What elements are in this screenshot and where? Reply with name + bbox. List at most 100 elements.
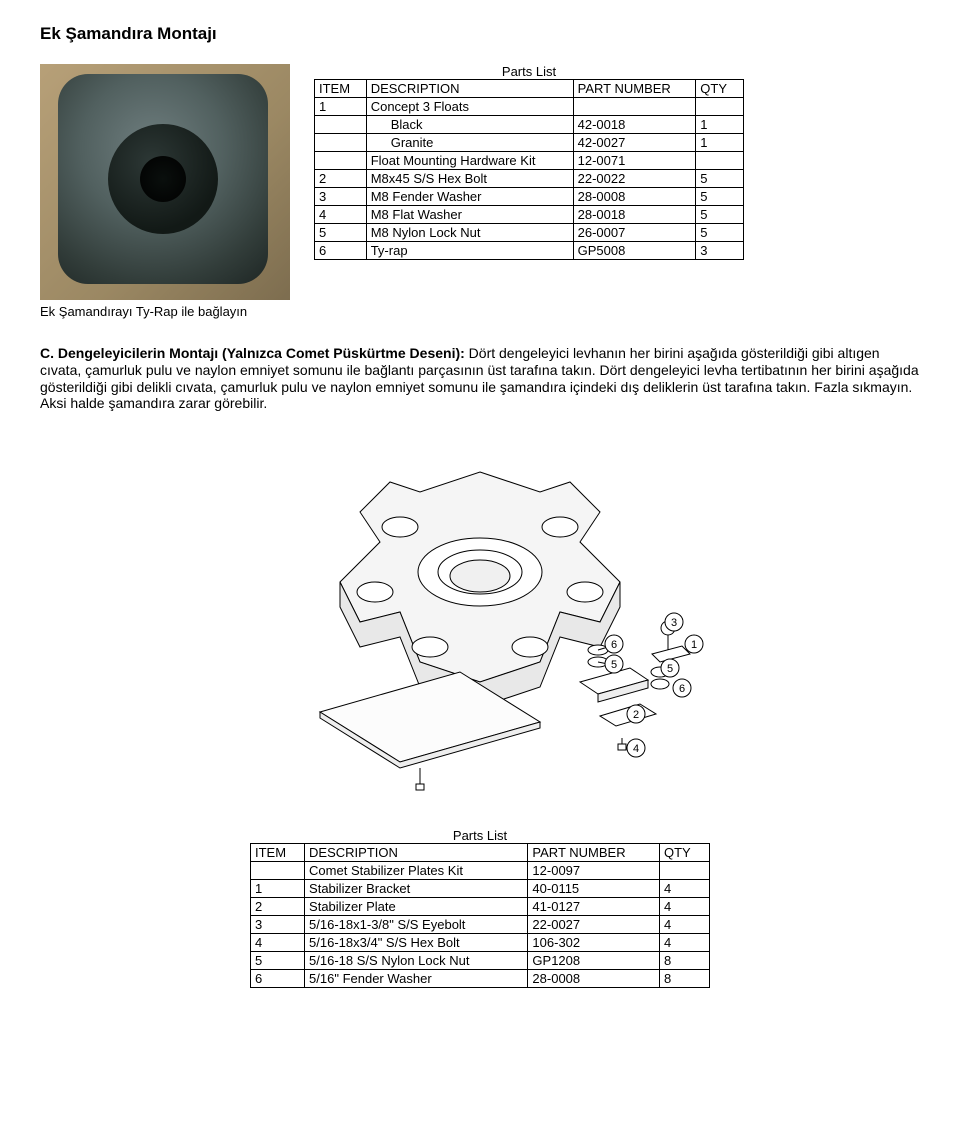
cell-qty: 1 xyxy=(696,134,744,152)
table-row: 2M8x45 S/S Hex Bolt22-00225 xyxy=(315,170,744,188)
cell-desc: Granite xyxy=(366,134,573,152)
cell-item: 5 xyxy=(251,952,305,970)
th-qty: QTY xyxy=(696,80,744,98)
table-row: Float Mounting Hardware Kit12-0071 xyxy=(315,152,744,170)
svg-text:2: 2 xyxy=(633,709,639,721)
cell-pn: GP1208 xyxy=(528,952,660,970)
top-section: Ek Şamandırayı Ty-Rap ile bağlayın Parts… xyxy=(40,64,920,319)
svg-text:1: 1 xyxy=(691,639,697,651)
cell-desc: M8 Nylon Lock Nut xyxy=(366,224,573,242)
cell-qty: 4 xyxy=(660,916,710,934)
cell-qty: 3 xyxy=(696,242,744,260)
cell-pn: 28-0008 xyxy=(573,188,696,206)
page-title: Ek Şamandıra Montajı xyxy=(40,24,920,44)
cell-pn: 42-0018 xyxy=(573,116,696,134)
cell-qty: 5 xyxy=(696,206,744,224)
cell-desc: Ty-rap xyxy=(366,242,573,260)
cell-desc: Concept 3 Floats xyxy=(366,98,573,116)
th-pn: PART NUMBER xyxy=(528,844,660,862)
cell-qty: 5 xyxy=(696,170,744,188)
cell-desc: Float Mounting Hardware Kit xyxy=(366,152,573,170)
cell-pn: 42-0027 xyxy=(573,134,696,152)
cell-pn: 12-0097 xyxy=(528,862,660,880)
svg-text:6: 6 xyxy=(679,683,685,695)
table-row: 4M8 Flat Washer28-00185 xyxy=(315,206,744,224)
table-row: Comet Stabilizer Plates Kit12-0097 xyxy=(251,862,710,880)
cell-pn: 22-0027 xyxy=(528,916,660,934)
svg-text:5: 5 xyxy=(667,663,673,675)
cell-qty: 8 xyxy=(660,952,710,970)
table-row: 55/16-18 S/S Nylon Lock NutGP12088 xyxy=(251,952,710,970)
cell-desc: M8 Fender Washer xyxy=(366,188,573,206)
section-c: C. Dengeleyicilerin Montajı (Yalnızca Co… xyxy=(40,345,920,412)
cell-item: 2 xyxy=(251,898,305,916)
table-header-row: ITEM DESCRIPTION PART NUMBER QTY xyxy=(251,844,710,862)
table-row: Black42-00181 xyxy=(315,116,744,134)
cell-pn: 106-302 xyxy=(528,934,660,952)
table-row: 35/16-18x1-3/8" S/S Eyebolt22-00274 xyxy=(251,916,710,934)
cell-qty: 4 xyxy=(660,898,710,916)
exploded-diagram-wrap: 3 1 5 6 6 5 2 4 xyxy=(40,432,920,812)
cell-qty xyxy=(696,152,744,170)
cell-qty: 4 xyxy=(660,880,710,898)
cell-desc: Comet Stabilizer Plates Kit xyxy=(305,862,528,880)
cell-desc: Stabilizer Plate xyxy=(305,898,528,916)
cell-pn: 41-0127 xyxy=(528,898,660,916)
cell-pn: 22-0022 xyxy=(573,170,696,188)
exploded-diagram: 3 1 5 6 6 5 2 4 xyxy=(200,432,760,812)
svg-text:4: 4 xyxy=(633,743,639,755)
table1-caption: Parts List xyxy=(314,64,744,79)
cell-desc: M8 Flat Washer xyxy=(366,206,573,224)
cell-qty: 1 xyxy=(696,116,744,134)
cell-item xyxy=(251,862,305,880)
cell-desc: Black xyxy=(366,116,573,134)
cell-pn: 28-0008 xyxy=(528,970,660,988)
svg-text:5: 5 xyxy=(611,659,617,671)
cell-item: 4 xyxy=(251,934,305,952)
parts-list-table-1: Parts List ITEM DESCRIPTION PART NUMBER … xyxy=(314,64,744,260)
table-row: 6Ty-rapGP50083 xyxy=(315,242,744,260)
cell-qty: 4 xyxy=(660,934,710,952)
cell-item: 5 xyxy=(315,224,367,242)
table-row: Granite42-00271 xyxy=(315,134,744,152)
th-qty: QTY xyxy=(660,844,710,862)
cell-item xyxy=(315,134,367,152)
cell-desc: M8x45 S/S Hex Bolt xyxy=(366,170,573,188)
cell-item xyxy=(315,152,367,170)
product-photo xyxy=(40,64,290,300)
table-row: 2Stabilizer Plate41-01274 xyxy=(251,898,710,916)
svg-text:3: 3 xyxy=(671,617,677,629)
cell-qty xyxy=(696,98,744,116)
th-desc: DESCRIPTION xyxy=(305,844,528,862)
table2-caption: Parts List xyxy=(250,828,710,843)
table-row: 3M8 Fender Washer28-00085 xyxy=(315,188,744,206)
cell-desc: 5/16-18x1-3/8" S/S Eyebolt xyxy=(305,916,528,934)
cell-desc: 5/16" Fender Washer xyxy=(305,970,528,988)
th-item: ITEM xyxy=(315,80,367,98)
cell-item: 3 xyxy=(251,916,305,934)
table-row: 65/16" Fender Washer28-00088 xyxy=(251,970,710,988)
cell-item: 4 xyxy=(315,206,367,224)
photo-block: Ek Şamandırayı Ty-Rap ile bağlayın xyxy=(40,64,290,319)
table-row: 1Concept 3 Floats xyxy=(315,98,744,116)
section-c-heading: C. Dengeleyicilerin Montajı (Yalnızca Co… xyxy=(40,345,465,361)
table-row: 5M8 Nylon Lock Nut26-00075 xyxy=(315,224,744,242)
th-pn: PART NUMBER xyxy=(573,80,696,98)
cell-desc: Stabilizer Bracket xyxy=(305,880,528,898)
cell-qty: 8 xyxy=(660,970,710,988)
cell-item: 3 xyxy=(315,188,367,206)
cell-pn: 28-0018 xyxy=(573,206,696,224)
table-row: 1Stabilizer Bracket40-01154 xyxy=(251,880,710,898)
table-row: 45/16-18x3/4" S/S Hex Bolt106-3024 xyxy=(251,934,710,952)
cell-pn: GP5008 xyxy=(573,242,696,260)
cell-item: 6 xyxy=(251,970,305,988)
cell-pn: 12-0071 xyxy=(573,152,696,170)
th-desc: DESCRIPTION xyxy=(366,80,573,98)
cell-desc: 5/16-18 S/S Nylon Lock Nut xyxy=(305,952,528,970)
cell-item: 6 xyxy=(315,242,367,260)
cell-qty: 5 xyxy=(696,188,744,206)
cell-item xyxy=(315,116,367,134)
cell-item: 1 xyxy=(251,880,305,898)
cell-pn xyxy=(573,98,696,116)
svg-text:6: 6 xyxy=(611,639,617,651)
